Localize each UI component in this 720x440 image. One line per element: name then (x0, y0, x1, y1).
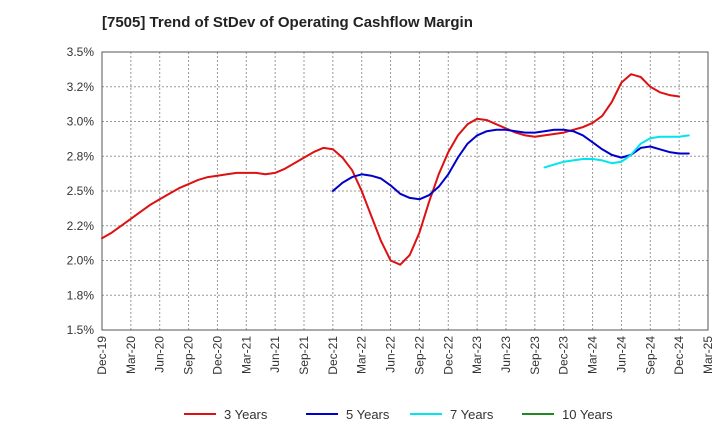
x-tick-label: Jun-23 (499, 336, 513, 373)
x-tick-label: Sep-21 (297, 336, 311, 375)
y-tick-label: 2.0% (67, 254, 95, 268)
y-tick-label: 3.2% (67, 80, 95, 94)
y-tick-label: 1.5% (67, 323, 95, 337)
x-tick-label: Mar-22 (355, 336, 369, 374)
x-tick-label: Dec-20 (210, 336, 224, 375)
legend-label: 5 Years (346, 407, 390, 422)
plot-area (102, 52, 708, 330)
x-tick-label: Jun-20 (153, 336, 167, 373)
legend-label: 10 Years (562, 407, 613, 422)
y-tick-label: 3.0% (67, 115, 95, 129)
y-tick-label: 3.5% (67, 45, 95, 59)
legend-label: 7 Years (450, 407, 494, 422)
x-tick-label: Dec-22 (441, 336, 455, 375)
y-tick-label: 1.8% (67, 288, 95, 302)
x-tick-label: Mar-24 (586, 336, 600, 374)
y-tick-label: 2.5% (67, 184, 95, 198)
x-tick-label: Mar-20 (124, 336, 138, 374)
x-tick-label: Dec-19 (95, 336, 109, 375)
x-tick-label: Sep-24 (643, 336, 657, 375)
x-tick-label: Dec-21 (326, 336, 340, 375)
chart-title: [7505] Trend of StDev of Operating Cashf… (102, 14, 473, 31)
x-tick-label: Mar-23 (470, 336, 484, 374)
series-line (101, 73, 681, 266)
x-tick-label: Dec-23 (557, 336, 571, 375)
y-tick-label: 2.2% (67, 219, 95, 233)
x-tick-label: Sep-23 (528, 336, 542, 375)
x-tick-label: Sep-22 (412, 336, 426, 375)
y-tick-label: 2.8% (67, 149, 95, 163)
x-tick-label: Jun-21 (268, 336, 282, 373)
x-tick-label: Dec-24 (672, 336, 686, 375)
series-line (543, 134, 690, 169)
x-tick-label: Jun-22 (384, 336, 398, 373)
legend-label: 3 Years (224, 407, 268, 422)
x-tick-label: Jun-24 (614, 336, 628, 373)
x-tick-label: Mar-25 (701, 336, 715, 374)
plot-border (101, 51, 709, 331)
x-tick-label: Mar-21 (239, 336, 253, 374)
x-tick-label: Sep-20 (182, 336, 196, 375)
